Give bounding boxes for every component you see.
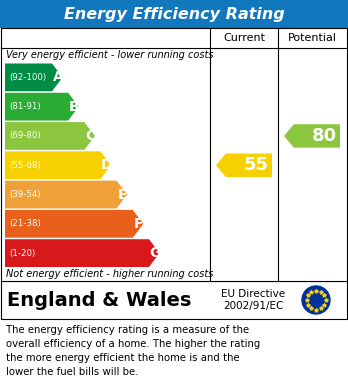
Text: A: A [53, 70, 63, 84]
Text: F: F [134, 217, 143, 231]
Polygon shape [216, 154, 272, 177]
Polygon shape [5, 210, 143, 238]
Text: (92-100): (92-100) [9, 73, 46, 82]
Text: (39-54): (39-54) [9, 190, 41, 199]
Text: G: G [149, 246, 160, 260]
Text: EU Directive
2002/91/EC: EU Directive 2002/91/EC [221, 289, 285, 311]
Text: Potential: Potential [287, 33, 337, 43]
Polygon shape [5, 239, 159, 267]
Text: (1-20): (1-20) [9, 249, 35, 258]
Text: (55-68): (55-68) [9, 161, 41, 170]
Text: Very energy efficient - lower running costs: Very energy efficient - lower running co… [6, 50, 214, 60]
Text: C: C [85, 129, 95, 143]
Polygon shape [5, 151, 111, 179]
Text: Not energy efficient - higher running costs: Not energy efficient - higher running co… [6, 269, 213, 279]
Polygon shape [5, 181, 127, 208]
Text: The energy efficiency rating is a measure of the
overall efficiency of a home. T: The energy efficiency rating is a measur… [6, 325, 260, 377]
Text: D: D [101, 158, 112, 172]
Bar [1, 281, 347, 319]
Text: (21-38): (21-38) [9, 219, 41, 228]
Text: B: B [69, 100, 79, 114]
Polygon shape [5, 63, 63, 91]
Text: 80: 80 [311, 127, 337, 145]
Text: Current: Current [223, 33, 265, 43]
Text: E: E [118, 188, 127, 201]
Circle shape [302, 286, 330, 314]
Polygon shape [5, 122, 95, 150]
Bar [1, 28, 347, 281]
Bar [0, 0, 348, 28]
Text: Energy Efficiency Rating: Energy Efficiency Rating [64, 7, 284, 22]
Polygon shape [5, 93, 79, 120]
Text: 55: 55 [244, 156, 269, 174]
Text: England & Wales: England & Wales [7, 291, 191, 310]
Text: (81-91): (81-91) [9, 102, 41, 111]
Polygon shape [284, 124, 340, 148]
Text: (69-80): (69-80) [9, 131, 41, 140]
